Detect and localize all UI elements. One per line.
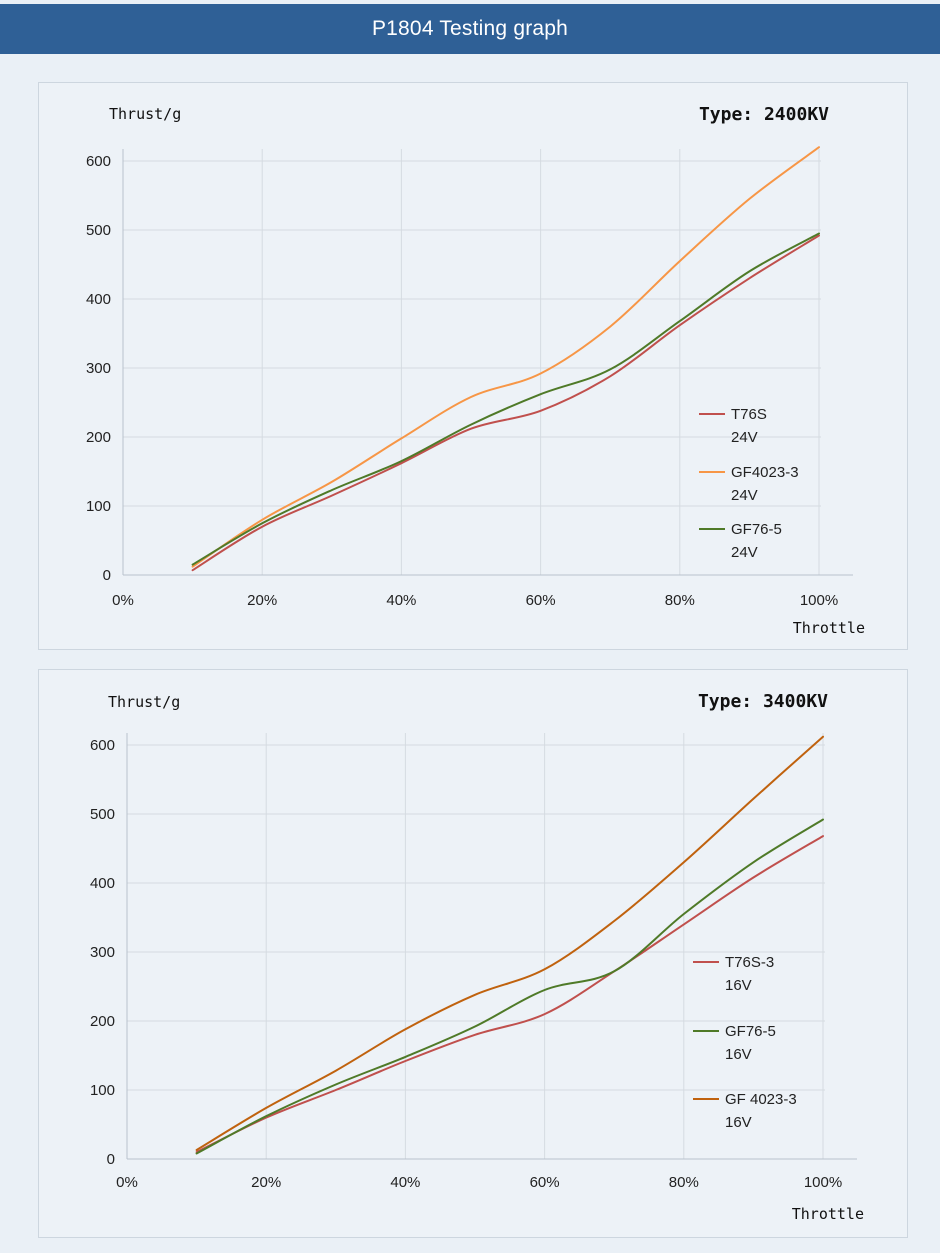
legend-sublabel: 24V <box>731 429 758 446</box>
legend-label: GF76-5 <box>731 521 782 538</box>
chart-2400kv: 0 100 200 300 400 500 600 0% 20% 40% 60% 80% 100% Thr… <box>86 104 865 637</box>
y-axis-label: Thrust/g <box>108 693 180 711</box>
gridlines <box>127 733 825 1159</box>
y-tick-label: 0 <box>107 1151 115 1168</box>
y-tick-label: 300 <box>86 360 111 377</box>
series-line-3 <box>195 735 824 1151</box>
legend-sublabel: 24V <box>731 544 758 561</box>
y-tick-label: 0 <box>103 567 111 584</box>
y-tick-label: 300 <box>90 944 115 961</box>
x-tick-label: 100% <box>800 592 838 609</box>
y-tick-label: 600 <box>86 153 111 170</box>
page-title-banner: P1804 Testing graph <box>0 4 940 54</box>
x-tick-label: 40% <box>386 592 416 609</box>
series-line-1 <box>195 835 824 1154</box>
chart-title: Type: 2400KV <box>699 104 829 125</box>
y-tick-label: 600 <box>90 737 115 754</box>
x-tick-label: 60% <box>530 1174 560 1191</box>
x-axis-label: Throttle <box>793 619 865 637</box>
y-tick-label: 400 <box>90 875 115 892</box>
series-line-3 <box>191 232 820 566</box>
y-tick-label: 100 <box>86 498 111 515</box>
x-tick-label: 40% <box>390 1174 420 1191</box>
gridlines <box>123 149 821 575</box>
legend-sublabel: 16V <box>725 1046 752 1063</box>
y-tick-label: 500 <box>90 806 115 823</box>
x-tick-label: 80% <box>665 592 695 609</box>
series-line-1 <box>191 234 820 572</box>
x-tick-label: 0% <box>116 1174 138 1191</box>
y-tick-label: 100 <box>90 1082 115 1099</box>
legend-label: GF4023-3 <box>731 464 799 481</box>
legend-label: GF 4023-3 <box>725 1091 797 1108</box>
y-tick-label: 400 <box>86 291 111 308</box>
legend-label: GF76-5 <box>725 1023 776 1040</box>
legend-label: T76S-3 <box>725 954 774 971</box>
y-tick-label: 200 <box>86 429 111 446</box>
x-tick-label: 20% <box>251 1174 281 1191</box>
series-line-2 <box>195 818 824 1155</box>
chart-panel-3400kv: 0 100 200 300 400 500 600 0% 20% 40% 60% 80% 100% Thr… <box>38 669 908 1238</box>
chart-panel-2400kv: 0 100 200 300 400 500 600 0% 20% 40% 60% 80% 100% Thr… <box>38 82 908 650</box>
legend-sublabel: 16V <box>725 977 752 994</box>
y-axis-label: Thrust/g <box>109 105 181 123</box>
y-tick-label: 200 <box>90 1013 115 1030</box>
x-tick-label: 100% <box>804 1174 842 1191</box>
legend-label: T76S <box>731 406 767 423</box>
chart-3400kv: 0 100 200 300 400 500 600 0% 20% 40% 60% 80% 100% Thr… <box>90 691 864 1223</box>
x-tick-label: 0% <box>112 592 134 609</box>
page-title: P1804 Testing graph <box>371 17 569 40</box>
chart-title: Type: 3400KV <box>698 691 828 712</box>
x-tick-label: 20% <box>247 592 277 609</box>
x-tick-label: 60% <box>526 592 556 609</box>
x-tick-label: 80% <box>669 1174 699 1191</box>
legend-sublabel: 24V <box>731 487 758 504</box>
series-line-2 <box>191 146 820 568</box>
y-tick-label: 500 <box>86 222 111 239</box>
x-axis-label: Throttle <box>792 1205 864 1223</box>
legend-sublabel: 16V <box>725 1114 752 1131</box>
